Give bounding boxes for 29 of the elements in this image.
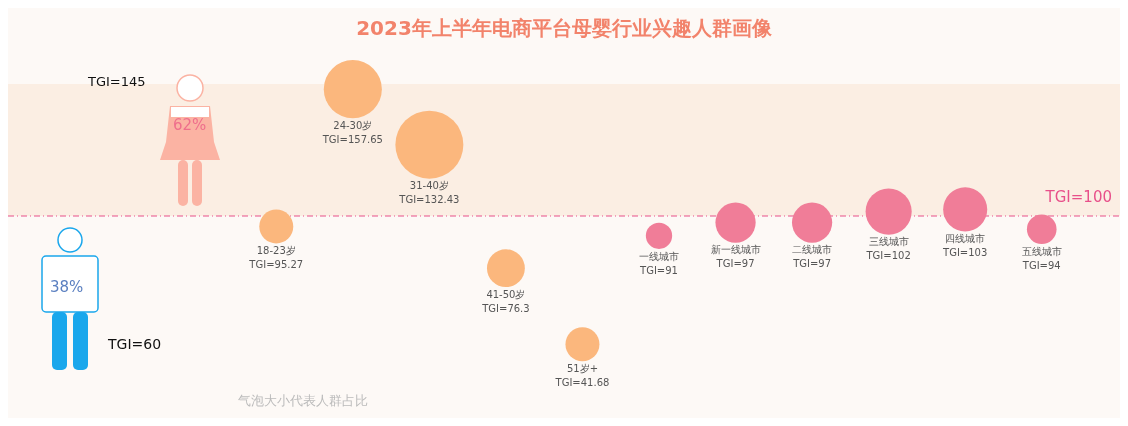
text: 气泡大小代表人群占比: [238, 392, 368, 408]
x-tick-label: 新一线城市: [710, 244, 761, 256]
data-label: TGI=103: [942, 247, 988, 259]
data-label: TGI=94: [1021, 259, 1061, 271]
x-tick-label: 一线城市: [639, 250, 679, 262]
x-tick-label: 24-30岁: [333, 119, 373, 131]
data-label: TGI=95.27: [248, 259, 304, 270]
x-tick-label: 三线城市: [868, 236, 909, 248]
text: 38%: [50, 278, 84, 296]
text: 62%: [173, 116, 207, 134]
x-tick-label: 51岁+: [566, 362, 599, 374]
data-label: TGI=76.3: [481, 302, 530, 314]
data-label: TGI=91: [639, 264, 678, 276]
text: TGI=145: [88, 74, 146, 89]
data-label: TGI=132.43: [398, 194, 460, 206]
x-tick-label: 五线城市: [1021, 245, 1062, 257]
data-label: TGI=41.68: [554, 376, 610, 388]
x-tick-label: 18-23岁: [256, 245, 296, 256]
x-tick-label: 四线城市: [945, 233, 986, 245]
data-label: TGI=102: [865, 250, 911, 262]
data-label: TGI=97: [715, 258, 755, 270]
ref-line-label: TGI=100: [1044, 188, 1112, 207]
data-label: TGI=97: [792, 258, 832, 270]
text: TGI=60: [108, 336, 162, 352]
x-tick-label: 二线城市: [792, 244, 833, 256]
data-label: TGI=157.65: [321, 133, 383, 145]
x-tick-label: 31-40岁: [409, 180, 449, 192]
chart-title: 2023年上半年电商平台母婴行业兴趣人群画像: [355, 15, 773, 42]
x-tick-label: 41-50岁: [486, 288, 526, 300]
